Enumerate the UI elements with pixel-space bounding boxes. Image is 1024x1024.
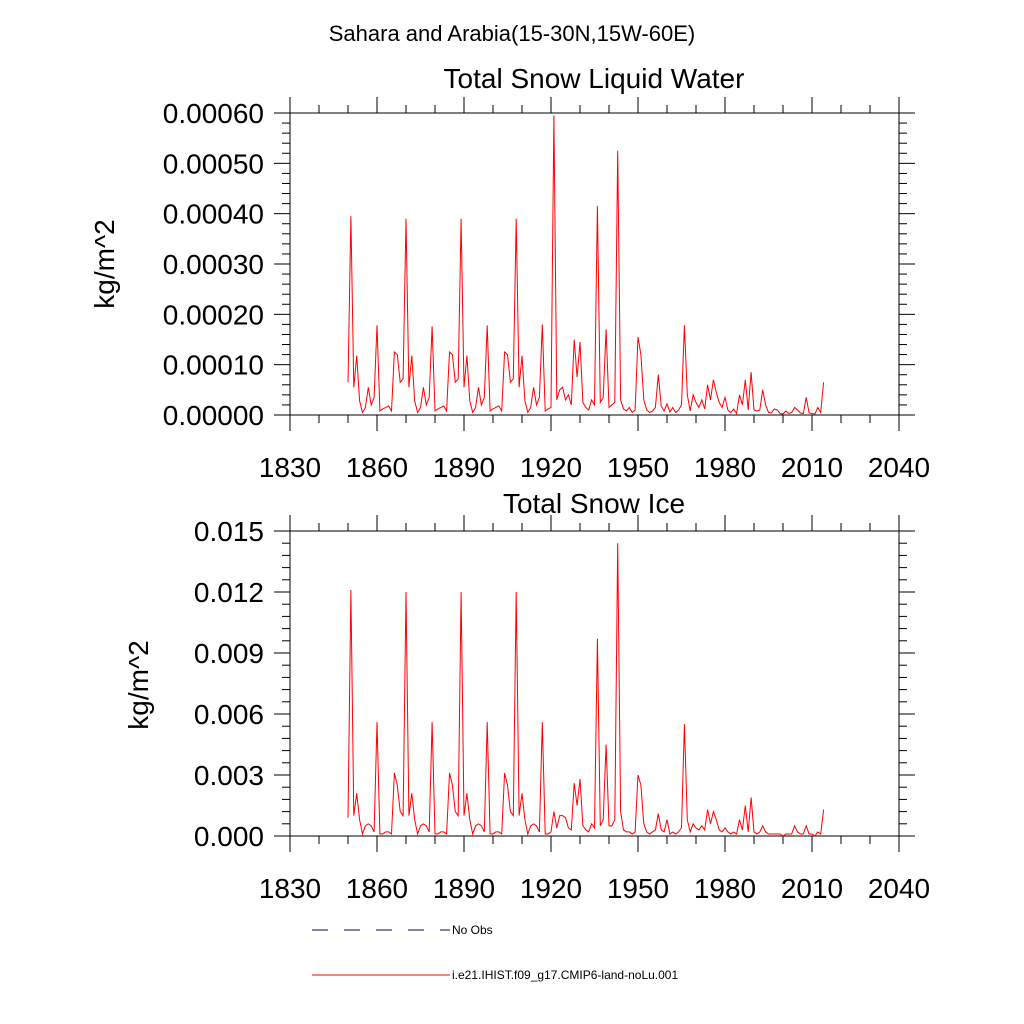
- x-tick-label: 1920: [520, 452, 582, 483]
- x-tick-label: 1860: [346, 452, 408, 483]
- y-tick-label: 0.00010: [163, 350, 264, 381]
- y-tick-label: 0.009: [194, 638, 264, 669]
- x-tick-label: 1890: [433, 873, 495, 904]
- y-tick-label: 0.00000: [163, 400, 264, 431]
- x-tick-label: 1980: [694, 452, 756, 483]
- x-tick-label: 1980: [694, 873, 756, 904]
- x-tick-label: 2040: [868, 452, 930, 483]
- axis-ticks: [274, 515, 915, 852]
- chart-total-snow-liquid-water: Total Snow Liquid Water kg/m^2 1830 1860 1…: [89, 63, 930, 483]
- x-tick-label: 2040: [868, 873, 930, 904]
- y-axis-label: kg/m^2: [89, 219, 120, 308]
- x-tick-label: 1890: [433, 452, 495, 483]
- y-tick-label: 0.000: [194, 821, 264, 852]
- series-lines: [347, 543, 825, 837]
- chart-title: Total Snow Liquid Water: [444, 63, 745, 94]
- y-tick-label: 0.00020: [163, 299, 264, 330]
- legend-item-model-run: i.e21.IHIST.f09_g17.CMIP6-land-noLu.001: [312, 968, 678, 982]
- y-axis-label: kg/m^2: [123, 640, 154, 729]
- y-tick-label: 0.00040: [163, 199, 264, 230]
- x-tick-label: 2010: [781, 452, 843, 483]
- x-tick-labels: 1830 1860 1890 1920 1950 1980 2010 2040: [259, 873, 930, 904]
- y-tick-label: 0.006: [194, 699, 264, 730]
- legend-label: i.e21.IHIST.f09_g17.CMIP6-land-noLu.001: [452, 968, 678, 982]
- chart-title: Total Snow Ice: [503, 488, 685, 519]
- y-tick-label: 0.015: [194, 516, 264, 547]
- y-tick-label: 0.003: [194, 760, 264, 791]
- y-tick-label: 0.00030: [163, 249, 264, 280]
- legend-label: No Obs: [452, 923, 493, 937]
- chart-total-snow-ice: Total Snow Ice kg/m^2 1830 1860 1890 1920 19…: [123, 488, 930, 904]
- x-tick-label: 1950: [607, 873, 669, 904]
- y-tick-label: 0.00050: [163, 148, 264, 179]
- series-line: [347, 543, 825, 837]
- legend: No Obs i.e21.IHIST.f09_g17.CMIP6-land-no…: [312, 923, 678, 982]
- x-tick-label: 1830: [259, 873, 321, 904]
- x-tick-label: 2010: [781, 873, 843, 904]
- figure-suptitle: Sahara and Arabia(15-30N,15W-60E): [329, 21, 695, 46]
- x-tick-label: 1830: [259, 452, 321, 483]
- axis-ticks: [274, 97, 915, 431]
- y-tick-label: 0.012: [194, 577, 264, 608]
- x-tick-labels: 1830 1860 1890 1920 1950 1980 2010 2040: [259, 452, 930, 483]
- x-tick-label: 1920: [520, 873, 582, 904]
- plot-frame: [289, 112, 900, 416]
- series-lines: [347, 115, 825, 415]
- x-tick-label: 1950: [607, 452, 669, 483]
- legend-item-no-obs: No Obs: [312, 923, 493, 937]
- plot-frame: [289, 530, 900, 837]
- y-tick-labels: 0.00000 0.00010 0.00020 0.00030 0.00040 0.000…: [163, 98, 264, 431]
- x-tick-label: 1860: [346, 873, 408, 904]
- y-tick-labels: 0.000 0.003 0.006 0.009 0.012 0.015: [194, 516, 264, 852]
- series-line: [347, 115, 825, 415]
- y-tick-label: 0.00060: [163, 98, 264, 129]
